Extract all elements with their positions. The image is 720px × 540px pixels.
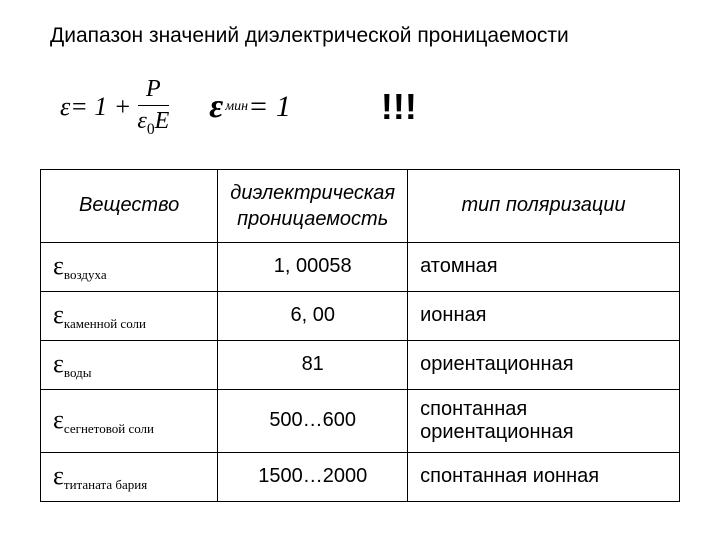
formula1-numerator: P (138, 76, 169, 106)
eps-symbol: ε (53, 405, 64, 434)
table-row: εсегнетовой соли 500…600 спонтанная орие… (41, 389, 680, 452)
type-cell: ионная (408, 291, 680, 340)
header-polarization-type: тип поляризации (408, 169, 680, 242)
substance-cell: εсегнетовой соли (41, 389, 218, 452)
eps-symbol: ε (53, 349, 64, 378)
formula1-den-E: E (155, 108, 170, 134)
formula1-denominator: ε0E (137, 106, 169, 139)
material-name: титаната бария (64, 477, 147, 492)
value-cell: 1, 00058 (218, 242, 408, 291)
material-name: каменной соли (64, 316, 146, 331)
formula1-fraction: P ε0E (137, 76, 169, 139)
exclamation-marks: !!! (381, 86, 417, 128)
table-header-row: Вещество диэлектрическая проницаемость т… (41, 169, 680, 242)
header-permittivity: диэлектрическая проницаемость (218, 169, 408, 242)
substance-cell: εтитаната бария (41, 452, 218, 501)
table-row: εтитаната бария 1500…2000 спонтанная ион… (41, 452, 680, 501)
eps-symbol: ε (53, 251, 64, 280)
formula2-eq: = 1 (248, 90, 291, 124)
formula1-plus: = 1 + (70, 92, 131, 122)
header-permittivity-line1: диэлектрическая (230, 180, 395, 206)
permittivity-table: Вещество диэлектрическая проницаемость т… (40, 169, 680, 502)
formula2-eps: ε (209, 88, 223, 126)
formula1-den-eps: ε (137, 108, 146, 134)
material-name: воды (64, 365, 92, 380)
slide-title: Диапазон значений диэлектрической прониц… (50, 24, 680, 48)
formula2-sub: мин (225, 99, 248, 115)
type-cell: спонтанная ионная (408, 452, 680, 501)
formula-epsilon-min: εмин = 1 (209, 88, 291, 126)
table-row: εводы 81 ориентационная (41, 340, 680, 389)
formulas-row: ε = 1 + P ε0E εмин = 1 !!! (60, 76, 680, 139)
substance-cell: εкаменной соли (41, 291, 218, 340)
table-row: εкаменной соли 6, 00 ионная (41, 291, 680, 340)
value-cell: 81 (218, 340, 408, 389)
formula1-lhs: ε (60, 92, 70, 122)
material-name: сегнетовой соли (64, 421, 154, 436)
value-cell: 500…600 (218, 389, 408, 452)
formula1-den-sub: 0 (147, 121, 155, 138)
formula-epsilon-definition: ε = 1 + P ε0E (60, 76, 169, 139)
type-cell: ориентационная (408, 340, 680, 389)
type-cell: атомная (408, 242, 680, 291)
value-cell: 6, 00 (218, 291, 408, 340)
table-row: εвоздуха 1, 00058 атомная (41, 242, 680, 291)
material-name: воздуха (64, 267, 107, 282)
substance-cell: εвоздуха (41, 242, 218, 291)
value-cell: 1500…2000 (218, 452, 408, 501)
eps-symbol: ε (53, 461, 64, 490)
header-substance: Вещество (41, 169, 218, 242)
eps-symbol: ε (53, 300, 64, 329)
type-cell: спонтанная ориентационная (408, 389, 680, 452)
substance-cell: εводы (41, 340, 218, 389)
header-permittivity-line2: проницаемость (230, 206, 395, 232)
